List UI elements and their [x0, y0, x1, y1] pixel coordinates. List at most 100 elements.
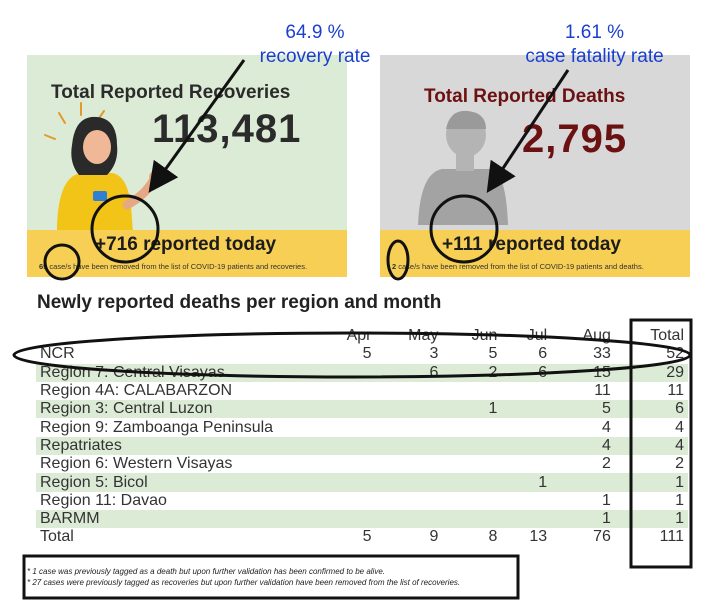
deaths-total: 2,795 [522, 117, 628, 161]
value-cell: 4 [602, 418, 611, 436]
value-cell: 1 [602, 491, 611, 509]
deaths-removed-note: 2 case/s have been removed from the list… [392, 262, 644, 271]
value-cell: 76 [593, 528, 611, 546]
value-cell: 4 [614, 436, 688, 456]
table-row: Region 7: Central Visayas 6 2 6 15 29 [36, 363, 688, 382]
column-header: Jun [471, 327, 498, 345]
value-cell: 1 [501, 473, 552, 492]
region-cell: Region 5: Bicol [36, 473, 318, 492]
recovery-rate-annotation: 64.9 % recovery rate [250, 21, 380, 69]
value-cell: 9 [429, 528, 439, 546]
value-cell: 2 [602, 455, 611, 473]
table-row: Region 9: Zamboanga Peninsula 4 4 [36, 418, 688, 436]
region-cell: Region 9: Zamboanga Peninsula [40, 418, 274, 436]
fatality-rate-annotation: 1.61 % case fatality rate [512, 21, 677, 69]
table-row: NCR 5 3 5 6 33 52 [36, 345, 688, 363]
value-cell [442, 509, 502, 529]
value-cell [442, 492, 501, 510]
section-title: Newly reported deaths per region and mon… [37, 292, 442, 313]
value-cell: 52 [666, 345, 684, 363]
table-row: Region 11: Davao 1 1 [36, 492, 688, 510]
column-header [36, 327, 318, 345]
value-cell [375, 400, 443, 419]
value-cell: 5 [362, 528, 372, 546]
value-cell: 1 [675, 491, 684, 509]
value-cell: 6 [375, 363, 443, 382]
value-cell [442, 436, 502, 456]
column-header: Jul [526, 327, 548, 345]
deaths-card: Total Reported Deaths 2,795 +111 reporte… [380, 55, 690, 277]
value-cell: 11 [667, 382, 684, 400]
value-cell: 8 [488, 528, 498, 546]
column-header: Total [650, 327, 684, 345]
table-row: BARMM 1 1 [36, 509, 688, 529]
value-cell [501, 382, 551, 400]
value-cell: 6 [538, 345, 548, 363]
region-cell: Region 6: Western Visayas [40, 455, 233, 473]
value-cell [375, 509, 443, 529]
value-cell: 111 [659, 528, 684, 546]
value-cell [318, 418, 376, 436]
table-row: Region 4A: CALABARZON 11 11 [36, 382, 688, 400]
value-cell [501, 509, 552, 529]
value-cell [318, 436, 376, 456]
recoveries-removed-text: case/s have been removed from the list o… [47, 262, 308, 271]
deaths-today: +111 reported today [442, 234, 621, 255]
value-cell [375, 436, 443, 456]
value-cell: 29 [614, 363, 688, 382]
region-cell: BARMM [36, 509, 318, 529]
value-cell: 2 [442, 363, 502, 382]
recoveries-today-bar: +716 reported today 69 case/s have been … [27, 230, 347, 277]
region-cell: Total [40, 528, 74, 546]
value-cell [318, 382, 376, 400]
value-cell: 4 [675, 418, 684, 436]
recoveries-today: +716 reported today [95, 234, 277, 255]
deaths-removed-text: case/s have been removed from the list o… [396, 262, 644, 271]
recoveries-card: Total Reported Recoveries 113,481 +716 r… [27, 55, 347, 277]
value-cell: 5 [488, 345, 498, 363]
value-cell [376, 492, 443, 510]
value-cell [501, 492, 551, 510]
region-cell: Region 11: Davao [40, 491, 167, 509]
value-cell [376, 418, 443, 436]
value-cell [376, 455, 443, 473]
value-cell [501, 455, 551, 473]
value-cell [442, 418, 501, 436]
table-row: Region 5: Bicol 1 1 [36, 473, 688, 492]
table-row: Region 3: Central Luzon 1 5 6 [36, 400, 688, 419]
value-cell: 13 [529, 528, 548, 546]
recovery-rate-label: recovery rate [259, 46, 371, 67]
region-cell: Region 7: Central Visayas [36, 363, 318, 382]
table-header-row: Apr May Jun Jul Aug Total [36, 327, 688, 345]
table-row: Repatriates 4 4 [36, 436, 688, 456]
value-cell: 1 [614, 473, 688, 492]
value-cell [442, 455, 501, 473]
region-cell: NCR [40, 345, 75, 363]
value-cell: 33 [593, 345, 611, 363]
footnote: * 1 case was previously tagged as a deat… [27, 567, 386, 576]
value-cell [442, 473, 502, 492]
table-row: Region 6: Western Visayas 2 2 [36, 455, 688, 473]
value-cell: 11 [594, 382, 611, 400]
column-header: Aug [582, 327, 611, 345]
value-cell: 4 [551, 436, 615, 456]
recoveries-removed-note: 69 case/s have been removed from the lis… [39, 262, 307, 271]
recoveries-title: Total Reported Recoveries [51, 82, 291, 103]
footnotes: * 1 case was previously tagged as a deat… [27, 566, 460, 588]
value-cell [375, 473, 443, 492]
deaths-by-region-table: Apr May Jun Jul Aug Total NCR 5 3 5 6 33 52 Reg… [36, 327, 688, 547]
value-cell [501, 436, 552, 456]
value-cell [551, 473, 615, 492]
value-cell: 6 [614, 400, 688, 419]
value-cell: 6 [501, 363, 552, 382]
column-header: May [408, 327, 439, 345]
value-cell: 1 [614, 509, 688, 529]
value-cell [318, 509, 376, 529]
value-cell: 1 [442, 400, 502, 419]
value-cell: 1 [551, 509, 615, 529]
deaths-title: Total Reported Deaths [424, 86, 626, 107]
region-cell: Region 3: Central Luzon [36, 400, 318, 419]
value-cell: 2 [675, 455, 684, 473]
value-cell: 5 [551, 400, 615, 419]
recoveries-removed-count: 69 [39, 262, 48, 271]
